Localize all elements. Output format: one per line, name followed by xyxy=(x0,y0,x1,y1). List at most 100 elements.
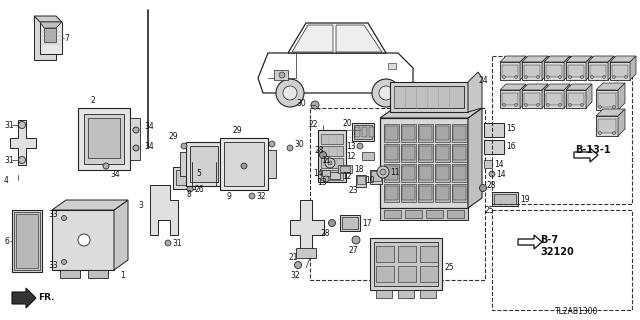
Bar xyxy=(338,165,352,173)
Circle shape xyxy=(489,171,495,177)
Bar xyxy=(130,118,140,160)
Text: 28: 28 xyxy=(320,228,330,237)
Bar xyxy=(354,125,372,139)
Bar xyxy=(401,164,416,182)
Bar xyxy=(374,242,438,286)
Polygon shape xyxy=(596,90,618,110)
Bar xyxy=(590,65,606,77)
Bar xyxy=(402,126,415,140)
Circle shape xyxy=(103,163,109,169)
Bar xyxy=(484,123,504,137)
Bar xyxy=(546,65,562,77)
Bar xyxy=(453,186,466,200)
Text: 18: 18 xyxy=(354,164,364,173)
Bar xyxy=(384,124,399,142)
Bar xyxy=(612,65,628,77)
Bar xyxy=(402,166,415,180)
Bar xyxy=(376,290,392,298)
Bar xyxy=(173,167,195,189)
Polygon shape xyxy=(40,22,62,28)
Text: 2: 2 xyxy=(90,95,95,105)
Bar xyxy=(371,171,381,181)
Polygon shape xyxy=(380,108,482,118)
Polygon shape xyxy=(596,83,625,90)
Bar xyxy=(356,175,366,187)
Polygon shape xyxy=(566,84,592,90)
Circle shape xyxy=(328,220,335,227)
Bar xyxy=(436,166,449,180)
Bar xyxy=(405,210,422,218)
Bar xyxy=(388,63,396,69)
Text: 32: 32 xyxy=(290,270,300,279)
Polygon shape xyxy=(564,84,570,108)
Circle shape xyxy=(515,103,518,107)
Text: 12: 12 xyxy=(346,151,355,161)
Circle shape xyxy=(525,76,527,78)
Polygon shape xyxy=(380,118,468,208)
Text: 10: 10 xyxy=(365,175,374,185)
Bar xyxy=(494,194,516,204)
Polygon shape xyxy=(468,108,482,208)
Text: 7: 7 xyxy=(64,34,69,43)
Text: 8: 8 xyxy=(186,189,191,198)
Text: 25: 25 xyxy=(484,205,493,214)
Text: 30: 30 xyxy=(294,140,304,148)
Polygon shape xyxy=(468,72,482,112)
Polygon shape xyxy=(520,56,526,80)
Polygon shape xyxy=(500,84,526,90)
Bar xyxy=(390,82,468,112)
Bar xyxy=(88,118,120,158)
Circle shape xyxy=(319,151,326,158)
Circle shape xyxy=(602,76,605,78)
Bar xyxy=(357,176,365,184)
Polygon shape xyxy=(610,56,636,62)
Text: TL2AB1300: TL2AB1300 xyxy=(555,308,598,316)
Bar xyxy=(384,164,399,182)
Text: 21: 21 xyxy=(288,253,298,262)
Polygon shape xyxy=(574,148,598,162)
Bar xyxy=(452,164,467,182)
Text: 28: 28 xyxy=(314,146,323,155)
Bar xyxy=(436,186,449,200)
Text: 33: 33 xyxy=(48,210,58,219)
Circle shape xyxy=(625,76,627,78)
Bar xyxy=(502,65,518,77)
Polygon shape xyxy=(522,56,548,62)
Text: 23: 23 xyxy=(348,186,358,195)
Circle shape xyxy=(568,76,572,78)
Text: 5: 5 xyxy=(196,169,201,178)
Bar xyxy=(492,56,632,204)
Text: 29: 29 xyxy=(232,125,242,134)
Bar xyxy=(394,86,464,108)
Circle shape xyxy=(559,103,561,107)
Bar xyxy=(370,238,442,290)
Text: 15: 15 xyxy=(506,124,516,132)
Bar xyxy=(362,127,367,137)
Bar xyxy=(453,166,466,180)
Bar xyxy=(435,184,450,202)
Text: 32: 32 xyxy=(256,191,266,201)
Circle shape xyxy=(276,79,304,107)
Text: 33: 33 xyxy=(48,260,58,269)
Polygon shape xyxy=(40,22,62,54)
Polygon shape xyxy=(542,84,548,108)
Text: 9: 9 xyxy=(226,191,231,201)
Circle shape xyxy=(19,122,26,129)
Circle shape xyxy=(287,145,293,151)
Text: 31: 31 xyxy=(172,238,182,247)
Bar xyxy=(419,146,432,160)
Polygon shape xyxy=(518,235,542,249)
Bar xyxy=(426,210,443,218)
Circle shape xyxy=(525,103,527,107)
Circle shape xyxy=(325,158,335,168)
Bar xyxy=(420,266,438,282)
Text: 30: 30 xyxy=(296,99,306,108)
Polygon shape xyxy=(544,56,570,62)
Text: 3: 3 xyxy=(138,201,143,210)
Bar xyxy=(362,152,374,160)
Text: 26: 26 xyxy=(194,185,204,194)
Polygon shape xyxy=(52,210,114,270)
Text: 34: 34 xyxy=(144,141,154,150)
Bar xyxy=(398,246,416,262)
Circle shape xyxy=(380,169,386,175)
